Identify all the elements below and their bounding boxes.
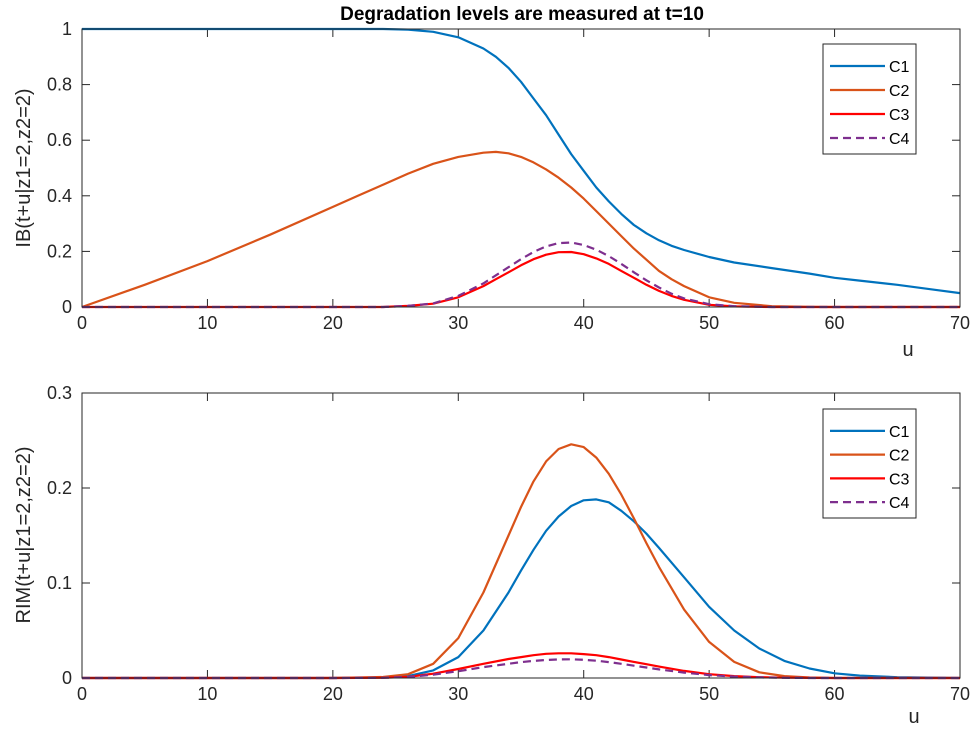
x-axis-label: u <box>908 706 919 728</box>
x-tick-label: 40 <box>574 684 594 704</box>
x-tick-label: 70 <box>950 313 970 333</box>
series-line-c1 <box>82 498 961 680</box>
legend-label: C1 <box>889 59 910 76</box>
x-tick-label: 10 <box>197 313 217 333</box>
x-tick-label: 60 <box>825 684 845 704</box>
x-tick-label: 70 <box>950 684 970 704</box>
y-tick-label: 0.2 <box>47 478 72 498</box>
y-tick-label: 0.3 <box>47 383 72 403</box>
x-tick-label: 50 <box>699 684 719 704</box>
legend-box <box>822 43 917 155</box>
chart-title: Degradation levels are measured at t=10 <box>340 4 704 25</box>
y-tick-label: 0.6 <box>47 130 72 150</box>
x-tick-label: 40 <box>574 313 594 333</box>
legend-label: C2 <box>889 448 910 465</box>
axes-box <box>81 392 961 679</box>
x-tick-label: 20 <box>323 684 343 704</box>
y-tick-label: 0.4 <box>47 186 72 206</box>
x-tick-label: 10 <box>197 684 217 704</box>
series-line-c2 <box>82 443 960 680</box>
x-tick-label: 0 <box>77 313 87 333</box>
legend: C1 C2 C3 C4 <box>822 408 917 519</box>
y-axis-label: RIM(t+u|z1=2,z2=2) <box>13 447 35 624</box>
x-tick-label: 60 <box>825 313 845 333</box>
y-tick-label: 1 <box>62 19 72 39</box>
plot-area <box>82 29 960 307</box>
x-axis-label: u <box>902 339 913 361</box>
x-tick-label: 30 <box>448 313 468 333</box>
ib-chart: Degradation levels are measured at t=10 … <box>13 4 970 361</box>
legend-label: C2 <box>889 83 910 100</box>
tick-labels: 0 10 20 30 40 50 60 70 0 0.2 0.4 0.6 0.8 1 <box>47 19 970 333</box>
legend: C1 C2 C3 C4 <box>822 43 917 155</box>
x-tick-label: 30 <box>448 684 468 704</box>
legend-label: C4 <box>889 131 910 148</box>
plot-area <box>82 393 960 678</box>
legend-label: C1 <box>889 424 910 441</box>
y-axis-label: IB(t+u|z1=2,z2=2) <box>13 88 35 247</box>
tick-labels: 0 10 20 30 40 50 60 70 0 0.1 0.2 0.3 <box>47 383 970 704</box>
axes-box <box>81 28 961 308</box>
y-tick-label: 0.2 <box>47 241 72 261</box>
legend-label: C3 <box>889 471 910 488</box>
legend-box <box>822 408 917 519</box>
y-tick-label: 0 <box>62 297 72 317</box>
x-tick-label: 20 <box>323 313 343 333</box>
series-line-c4 <box>82 241 960 309</box>
x-tick-label: 50 <box>699 313 719 333</box>
y-tick-label: 0 <box>62 668 72 688</box>
rim-chart: 0 10 20 30 40 50 60 70 0 0.1 0.2 0.3 u RIM(t+u|z1=2… <box>13 383 970 728</box>
legend-label: C3 <box>889 107 910 124</box>
legend-label: C4 <box>889 495 910 512</box>
x-tick-label: 0 <box>77 684 87 704</box>
y-tick-label: 0.8 <box>47 75 72 95</box>
y-tick-label: 0.1 <box>47 573 72 593</box>
